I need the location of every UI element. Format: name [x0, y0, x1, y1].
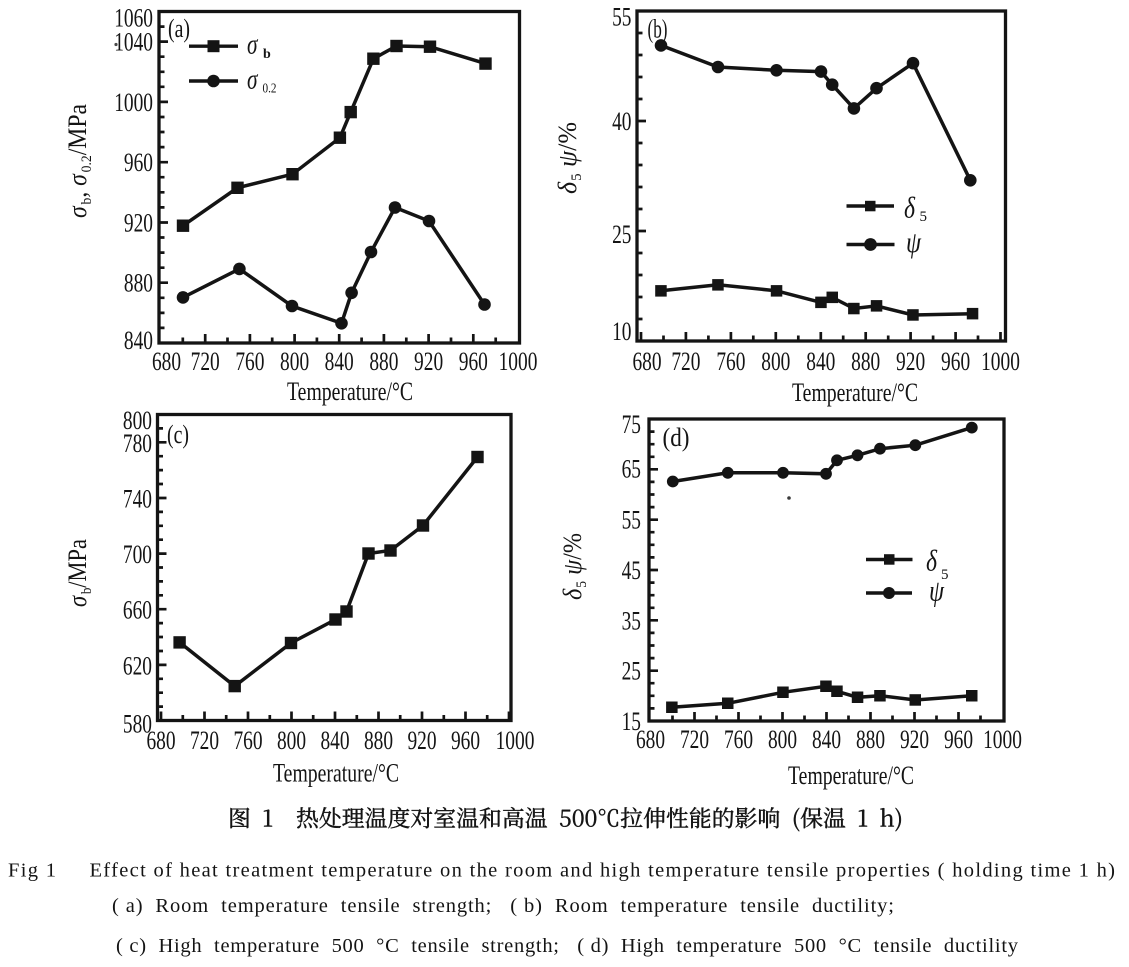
svg-text:840: 840	[124, 326, 153, 355]
svg-text:720: 720	[680, 725, 709, 754]
svg-text:660: 660	[123, 596, 152, 625]
svg-text:800: 800	[280, 347, 309, 376]
svg-text:960: 960	[941, 347, 970, 376]
svg-text:35: 35	[622, 606, 641, 635]
svg-text:960: 960	[451, 726, 480, 755]
svg-text:Temperature/°C: Temperature/°C	[273, 759, 399, 788]
svg-text:840: 840	[806, 347, 835, 376]
svg-text:10: 10	[612, 317, 631, 346]
svg-text:(c): (c)	[167, 420, 189, 449]
svg-text:σ: σ	[247, 64, 258, 95]
svg-text:740: 740	[123, 485, 152, 514]
svg-text:620: 620	[123, 651, 152, 680]
svg-text:880: 880	[851, 347, 880, 376]
svg-text:25: 25	[622, 657, 641, 686]
svg-text:1040: 1040	[114, 28, 153, 57]
svg-text:Fig 1 Effect of heat treat: Fig 1 Effect of heat treatment temperatu…	[8, 860, 1115, 882]
svg-text:960: 960	[459, 347, 488, 376]
svg-text:780: 780	[123, 429, 152, 458]
svg-text:800: 800	[277, 726, 306, 755]
svg-text:1000: 1000	[981, 347, 1020, 376]
svg-text:800: 800	[123, 406, 152, 435]
svg-text:δ: δ	[926, 545, 938, 578]
svg-text:δ5 ψ/%: δ5 ψ/%	[558, 533, 590, 600]
svg-text:920: 920	[124, 209, 153, 238]
svg-text:σb/MPa: σb/MPa	[63, 539, 95, 607]
svg-text:ψ: ψ	[906, 226, 922, 259]
svg-text:( a) Room temperature tensi: ( a) Room temperature tensile strength; …	[112, 895, 894, 917]
svg-text:75: 75	[622, 410, 641, 439]
svg-text:840: 840	[812, 725, 841, 754]
svg-text:880: 880	[364, 726, 393, 755]
svg-text:700: 700	[123, 540, 152, 569]
svg-text:680: 680	[632, 347, 661, 376]
svg-text:920: 920	[414, 347, 443, 376]
svg-text:840: 840	[320, 726, 349, 755]
svg-text:760: 760	[235, 347, 264, 376]
svg-text:960: 960	[124, 148, 153, 177]
svg-text:720: 720	[191, 347, 220, 376]
svg-text:65: 65	[622, 454, 641, 483]
svg-text:580: 580	[123, 710, 152, 739]
svg-text:880: 880	[369, 347, 398, 376]
svg-text:1000: 1000	[983, 725, 1022, 754]
svg-text:1000: 1000	[496, 726, 535, 755]
svg-text:1000: 1000	[499, 347, 538, 376]
svg-text:( c) High temperature 500: ( c) High temperature 500 °C tensile str…	[116, 935, 1019, 957]
svg-text:55: 55	[622, 506, 641, 535]
svg-text:920: 920	[407, 726, 436, 755]
svg-text:σb, σ0.2/MPa: σb, σ0.2/MPa	[63, 104, 95, 218]
svg-text:720: 720	[671, 347, 700, 376]
svg-text:680: 680	[146, 726, 175, 755]
svg-text:δ: δ	[904, 192, 916, 225]
svg-text:800: 800	[761, 347, 790, 376]
svg-text:680: 680	[152, 347, 181, 376]
svg-text:15: 15	[622, 707, 641, 736]
svg-text:920: 920	[896, 347, 925, 376]
svg-text:Temperature/°C: Temperature/°C	[287, 377, 413, 406]
svg-text:40: 40	[612, 107, 631, 136]
svg-text:760: 760	[724, 725, 753, 754]
svg-text:880: 880	[124, 269, 153, 298]
svg-text:1060: 1060	[114, 4, 153, 33]
svg-text:760: 760	[716, 347, 745, 376]
svg-text:σ: σ	[247, 30, 258, 61]
svg-text:ψ: ψ	[929, 575, 945, 608]
svg-text:720: 720	[190, 726, 219, 755]
svg-text:(a): (a)	[168, 14, 190, 43]
svg-text:25: 25	[612, 220, 631, 249]
svg-text:920: 920	[900, 725, 929, 754]
svg-text:5: 5	[920, 209, 928, 225]
svg-text:5: 5	[941, 567, 949, 583]
svg-text:800: 800	[768, 725, 797, 754]
svg-text:δ5 ψ/%: δ5 ψ/%	[553, 122, 585, 194]
svg-text:1000: 1000	[114, 88, 153, 117]
svg-text:b: b	[263, 47, 271, 62]
svg-text:0.2: 0.2	[263, 82, 277, 97]
svg-text:Temperature/°C: Temperature/°C	[792, 378, 918, 407]
svg-text:45: 45	[622, 556, 641, 585]
svg-text:880: 880	[856, 725, 885, 754]
svg-text:(d): (d)	[663, 423, 690, 452]
svg-text:Temperature/°C: Temperature/°C	[788, 761, 914, 790]
svg-text:680: 680	[636, 725, 665, 754]
svg-text:960: 960	[944, 725, 973, 754]
svg-text:(b): (b)	[648, 15, 668, 44]
svg-text:55: 55	[612, 3, 631, 32]
svg-text:840: 840	[325, 347, 354, 376]
svg-text:760: 760	[233, 726, 262, 755]
